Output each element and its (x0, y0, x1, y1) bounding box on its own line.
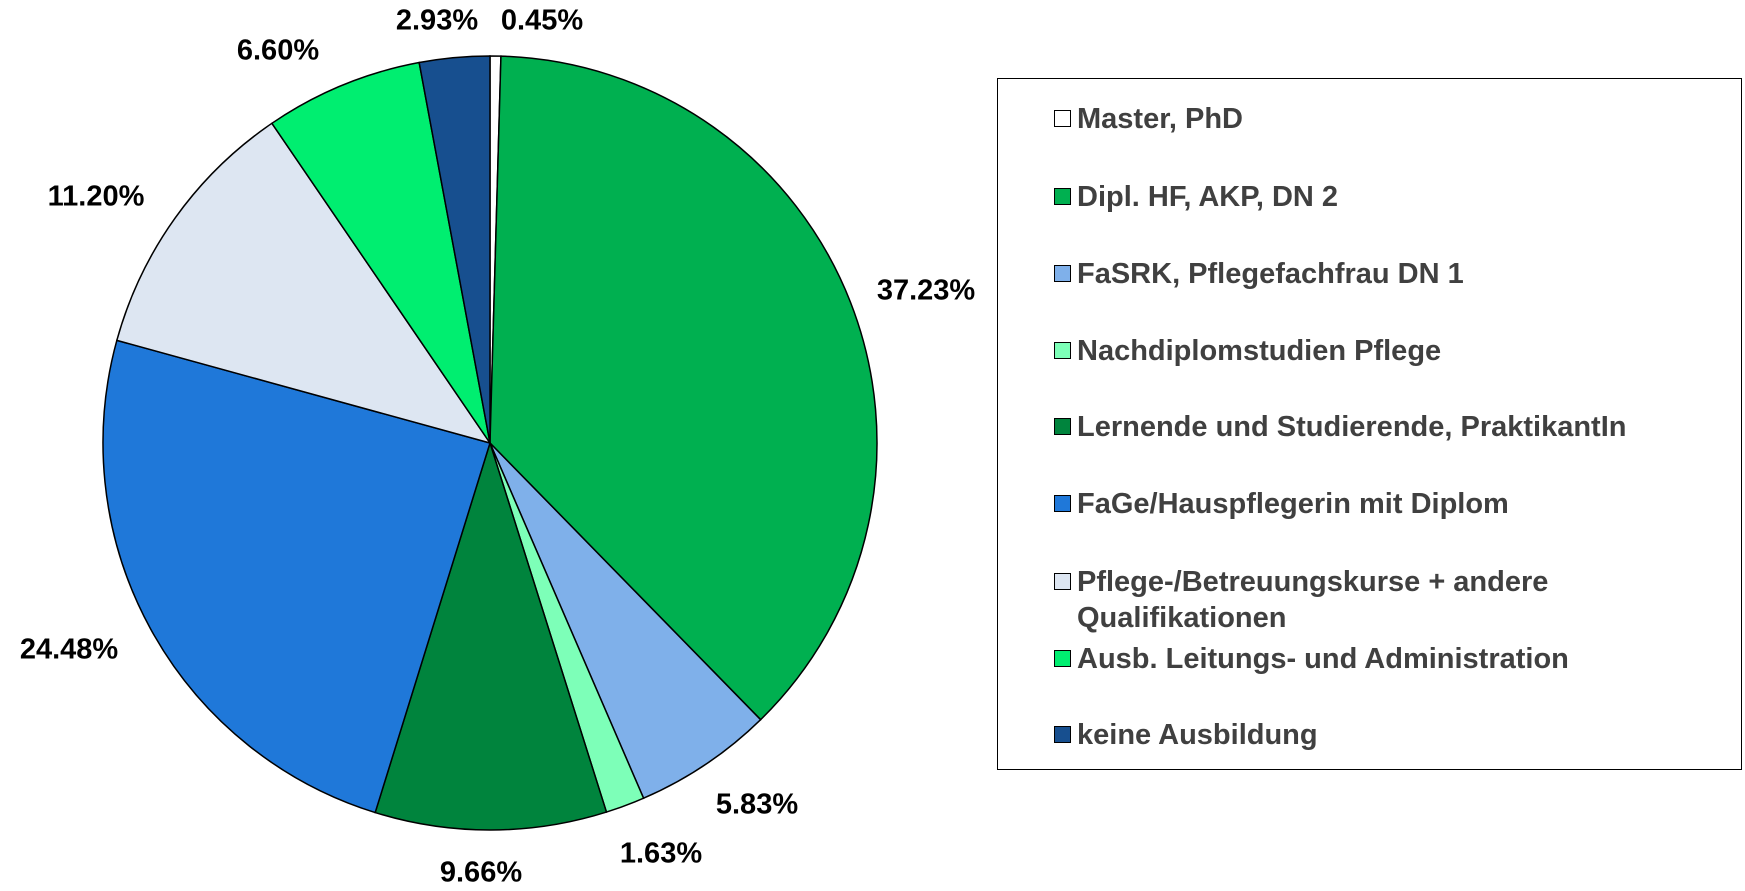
legend-swatch (1054, 650, 1071, 667)
pie-slice (489, 442, 762, 800)
data-label: 6.60% (237, 35, 319, 67)
legend-swatch (1054, 726, 1071, 743)
legend-label: Nachdiplomstudien Pflege (1077, 335, 1442, 367)
pie-slice (102, 339, 491, 814)
data-label: 11.20% (48, 181, 145, 213)
legend-swatch (1054, 342, 1071, 359)
legend-item: Nachdiplomstudien Pflege (1054, 333, 1441, 369)
data-label: 9.66% (440, 857, 522, 889)
legend-label: FaSRK, Pflegefachfrau DN 1 (1077, 258, 1464, 290)
legend-label: Master, PhD (1077, 103, 1243, 135)
legend-swatch (1054, 265, 1071, 282)
legend-item: FaGe/Hauspflegerin mit Diplom (1054, 486, 1509, 522)
legend-item: Ausb. Leitungs- und Administration (1054, 641, 1569, 677)
pie-slice (418, 55, 491, 444)
legend: Master, PhD Dipl. HF, AKP, DN 2 FaSRK, Pfl… (997, 78, 1742, 770)
pie-slice (374, 440, 608, 831)
data-label: 5.83% (716, 789, 798, 821)
legend-label: Lernende und Studierende, PraktikantIn (1077, 411, 1627, 443)
pie-slice (489, 55, 878, 721)
legend-item: Dipl. HF, AKP, DN 2 (1054, 179, 1338, 215)
legend-item: keine Ausbildung (1054, 717, 1318, 753)
data-label: 1.63% (620, 838, 702, 870)
legend-swatch (1054, 188, 1071, 205)
legend-label: Dipl. HF, AKP, DN 2 (1077, 181, 1339, 213)
legend-label: keine Ausbildung (1077, 719, 1318, 751)
legend-label: Ausb. Leitungs- und Administration (1077, 643, 1569, 675)
legend-swatch (1054, 573, 1071, 590)
data-label: 37.23% (877, 275, 976, 307)
legend-item: Lernende und Studierende, PraktikantIn (1054, 409, 1627, 445)
legend-label: Pflege-/Betreuungskurse + andere Qualifi… (1077, 566, 1549, 634)
legend-swatch (1054, 418, 1071, 435)
legend-label: FaGe/Hauspflegerin mit Diplom (1077, 488, 1509, 520)
legend-item: Pflege-/Betreuungskurse + andere Qualifi… (1054, 564, 1657, 636)
pie-slice (270, 61, 491, 444)
legend-item: Master, PhD (1054, 101, 1243, 137)
legend-item: FaSRK, Pflegefachfrau DN 1 (1054, 256, 1464, 292)
data-label: 2.93% (396, 5, 478, 37)
data-label: 24.48% (20, 634, 119, 666)
pie-slice (115, 122, 492, 445)
data-label: 0.45% (501, 5, 583, 37)
legend-swatch (1054, 495, 1071, 512)
legend-swatch (1054, 110, 1071, 127)
